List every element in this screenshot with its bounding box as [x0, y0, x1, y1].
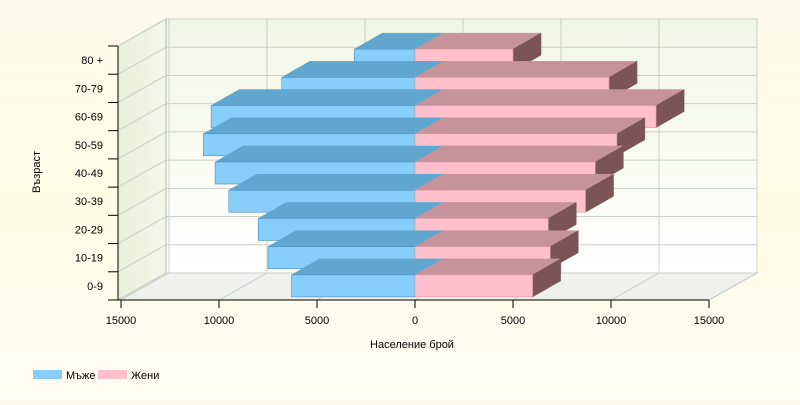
side-grid-line [117, 131, 167, 160]
bar-men-6069-top [210, 89, 444, 106]
floor-grid-line [708, 272, 758, 301]
bar-men-2029-top [257, 202, 444, 219]
legend-label-women: Жени [131, 370, 159, 382]
legend-label-men: Мъже [66, 370, 96, 382]
x-tick-label: 5000 [305, 315, 329, 327]
chart-bars [202, 32, 686, 298]
y-tick-label-5059: 50-59 [75, 140, 103, 152]
side-grid-line [117, 103, 167, 132]
x-axis-label: Население брой [370, 339, 454, 351]
bar-men-4049-top [214, 145, 444, 163]
floor-grid-line [218, 272, 268, 301]
y-tick-label-09: 0-9 [87, 281, 103, 293]
x-tick-label: 10000 [204, 315, 235, 327]
floor-grid-line [120, 272, 170, 301]
side-grid-line [117, 46, 167, 75]
bar-women-4049-top [414, 145, 625, 163]
side-grid-line [117, 272, 167, 301]
bar-women-3039-top [414, 173, 615, 191]
y-tick-label-7079: 70-79 [75, 83, 103, 95]
y-tick-label-3039: 30-39 [75, 196, 103, 208]
bar-men-1019-top [267, 230, 444, 247]
x-tick-label: 15000 [694, 315, 725, 327]
chart-labels: Население брой Възраст [31, 151, 454, 351]
chart-axes: 0-9 10-19 20-29 30-39 40-49 50-59 60-69 70-79 80… [75, 45, 725, 327]
chart-legend: Мъже Жени [33, 370, 159, 382]
bar-women-6069-top [414, 89, 686, 106]
x-tick-label: 15000 [106, 315, 137, 327]
bar-men-09 [291, 274, 416, 298]
bar-women-5059-top [414, 117, 646, 135]
y-tick-label-4049: 40-49 [75, 168, 103, 180]
side-grid-line [117, 216, 167, 244]
side-grid-line [117, 75, 167, 103]
y-tick-label-6069: 60-69 [75, 112, 103, 124]
legend-swatch-men [33, 370, 62, 379]
y-tick-label-1019: 10-19 [75, 253, 103, 265]
floor-grid-line [610, 272, 660, 301]
bar-women-09 [414, 274, 533, 298]
side-grid-line [117, 18, 167, 47]
legend-swatch-women [98, 370, 127, 379]
x-tick-label: 5000 [501, 315, 525, 327]
x-tick-label: 0 [412, 315, 418, 327]
bar-men-3039-top [227, 173, 444, 191]
y-tick-label-80: 80 + [81, 55, 103, 67]
side-grid-line [117, 159, 167, 188]
bar-women-7079-top [414, 61, 638, 78]
bar-men-5059-top [202, 117, 444, 135]
y-axis-label: Възраст [31, 151, 43, 193]
x-tick-label: 10000 [596, 315, 627, 327]
side-grid-line [117, 187, 167, 216]
bar-women-1019-top [414, 230, 580, 247]
side-grid-line [117, 244, 167, 273]
y-tick-label-2029: 20-29 [75, 224, 103, 236]
